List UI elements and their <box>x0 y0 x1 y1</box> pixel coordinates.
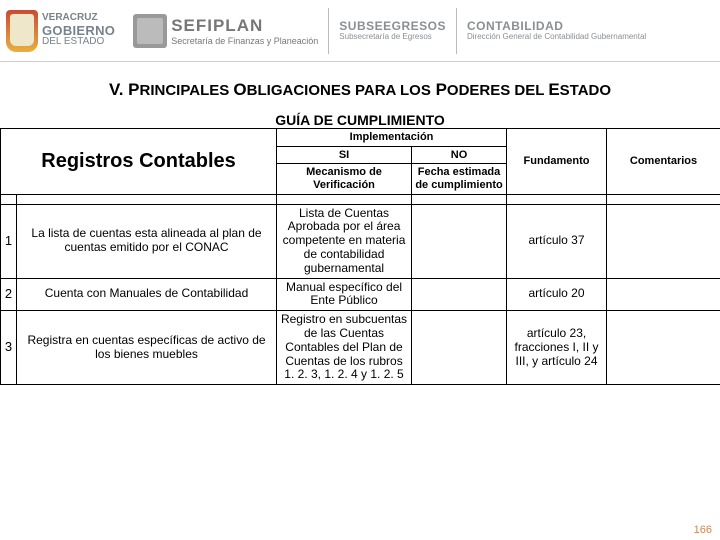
row-fund: artículo 20 <box>507 278 607 311</box>
row-index: 1 <box>1 204 17 278</box>
main-title: V. PRINCIPALES OBLIGACIONES PARA LOS POD… <box>0 80 720 100</box>
fecha-header: Fecha estimada de cumplimiento <box>412 164 507 194</box>
mech-header: Mecanismo de Verificación <box>277 164 412 194</box>
row-mech: Lista de Cuentas Aprobada por el área co… <box>277 204 412 278</box>
row-index: 3 <box>1 311 17 385</box>
com-header: Comentarios <box>607 129 720 195</box>
compliance-table: Registros Contables Implementación Funda… <box>0 128 720 385</box>
divider <box>328 8 329 54</box>
cont-title: CONTABILIDAD <box>467 20 646 33</box>
row-fund: artículo 37 <box>507 204 607 278</box>
gov-text: VERACRUZ GOBIERNO DEL ESTADO <box>42 13 115 48</box>
row-fecha <box>412 278 507 311</box>
veracruz-shield-icon <box>6 10 38 52</box>
row-index: 2 <box>1 278 17 311</box>
row-com <box>607 204 720 278</box>
si-header: SI <box>277 146 412 164</box>
gov-line3: DEL ESTADO <box>42 37 115 48</box>
table-row: 1 La lista de cuentas esta alineada al p… <box>1 204 720 278</box>
row-desc: Registra en cuentas específicas de activ… <box>17 311 277 385</box>
fund-header: Fundamento <box>507 129 607 195</box>
page-number: 166 <box>694 524 712 536</box>
impl-header: Implementación <box>277 129 507 147</box>
row-desc: La lista de cuentas esta alineada al pla… <box>17 204 277 278</box>
sefiplan-desc: Secretaría de Finanzas y Planeación <box>171 36 318 46</box>
cont-block: CONTABILIDAD Dirección General de Contab… <box>467 20 646 42</box>
no-header: NO <box>412 146 507 164</box>
sub-title: GUÍA DE CUMPLIMIENTO <box>0 112 720 128</box>
row-com <box>607 311 720 385</box>
row-fecha <box>412 311 507 385</box>
reg-title-cell: Registros Contables <box>1 129 277 195</box>
divider <box>456 8 457 54</box>
subse-block: SUBSEEGRESOS Subsecretaría de Egresos <box>339 20 446 42</box>
row-fund: artículo 23, fracciones I, II y III, y a… <box>507 311 607 385</box>
subse-desc: Subsecretaría de Egresos <box>339 33 446 42</box>
gov-line2: GOBIERNO <box>42 24 115 38</box>
row-mech: Registro en subcuentas de las Cuentas Co… <box>277 311 412 385</box>
sefiplan-logo-icon <box>133 14 167 48</box>
sefiplan-block: SEFIPLAN Secretaría de Finanzas y Planea… <box>133 14 318 48</box>
table-row: 2 Cuenta con Manuales de Contabilidad Ma… <box>1 278 720 311</box>
subse-title: SUBSEEGRESOS <box>339 20 446 33</box>
gov-logo-block: VERACRUZ GOBIERNO DEL ESTADO <box>6 10 115 52</box>
table-row: 3 Registra en cuentas específicas de act… <box>1 311 720 385</box>
header-bar: VERACRUZ GOBIERNO DEL ESTADO SEFIPLAN Se… <box>0 0 720 62</box>
spacer-row <box>1 194 720 204</box>
table-header-row: Registros Contables Implementación Funda… <box>1 129 720 147</box>
row-desc: Cuenta con Manuales de Contabilidad <box>17 278 277 311</box>
row-com <box>607 278 720 311</box>
row-mech: Manual específico del Ente Público <box>277 278 412 311</box>
row-fecha <box>412 204 507 278</box>
sefiplan-name: SEFIPLAN <box>171 16 318 36</box>
cont-desc: Dirección General de Contabilidad Gubern… <box>467 33 646 42</box>
